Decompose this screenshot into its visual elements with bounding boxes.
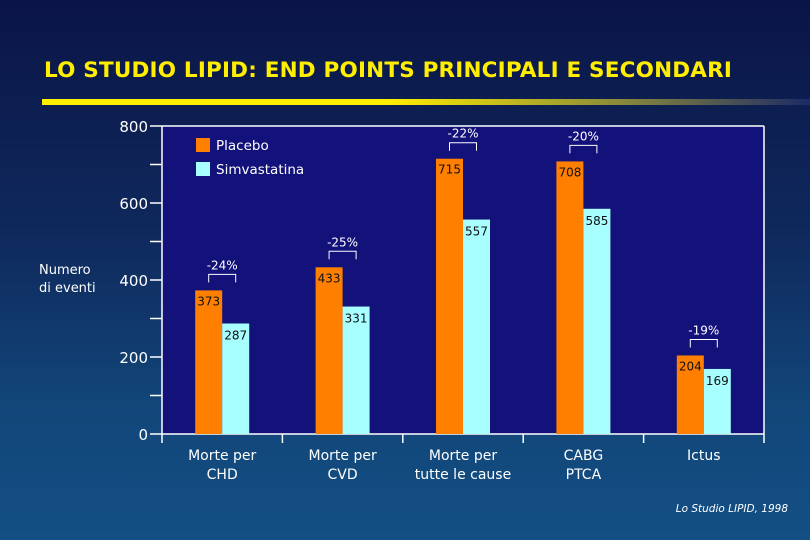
reduction-label: -19% <box>688 323 719 337</box>
data-label-placebo: 433 <box>318 271 341 285</box>
reduction-label: -24% <box>207 258 238 272</box>
x-tick-label: Morte per <box>429 448 497 464</box>
y-tick-label: 200 <box>119 349 148 367</box>
reduction-bracket <box>449 142 477 151</box>
x-tick-label: CABG <box>564 448 604 464</box>
bar-placebo <box>436 158 463 434</box>
y-tick-label: 0 <box>138 426 148 444</box>
x-tick-label: Ictus <box>687 448 720 464</box>
x-tick-label: CVD <box>328 467 358 483</box>
y-axis-label-line: di eventi <box>39 281 96 296</box>
data-label-placebo: 715 <box>438 163 461 177</box>
bar-placebo <box>556 161 584 435</box>
legend-label: Placebo <box>216 138 269 154</box>
bar-simvastatina <box>463 219 490 434</box>
reduction-bracket <box>328 250 357 260</box>
bar-placebo <box>315 267 343 434</box>
bar-simvastatina <box>342 306 370 434</box>
reduction-label: -25% <box>327 235 358 249</box>
y-tick-label: 400 <box>119 272 148 290</box>
data-label-simvastatina: 331 <box>345 312 368 326</box>
y-axis-label: Numero di eventi <box>39 262 129 298</box>
x-tick-label: tutte le cause <box>415 467 511 483</box>
reduction-bracket <box>569 144 598 154</box>
title-underline <box>42 99 810 105</box>
legend-swatch <box>196 162 210 176</box>
y-tick-label: 600 <box>119 195 148 213</box>
y-tick-label: 800 <box>119 118 148 136</box>
legend-label: Simvastatina <box>216 162 304 178</box>
x-tick-label: Morte per <box>308 448 376 464</box>
data-label-simvastatina: 287 <box>224 329 247 343</box>
data-label-simvastatina: 169 <box>706 374 729 388</box>
data-label-placebo: 708 <box>558 165 581 179</box>
data-label-simvastatina: 557 <box>465 225 488 239</box>
x-tick-label: CHD <box>207 467 238 483</box>
reduction-bracket <box>689 338 718 348</box>
x-tick-label: PTCA <box>566 467 602 483</box>
bar-placebo <box>676 355 704 434</box>
bar-placebo <box>195 290 223 434</box>
bar-simvastatina <box>222 323 250 434</box>
reduction-label: -22% <box>447 127 478 141</box>
data-label-placebo: 204 <box>679 359 702 373</box>
reduction-label: -20% <box>568 129 599 143</box>
bar-simvastatina <box>703 368 731 434</box>
page-title: LO STUDIO LIPID: END POINTS PRINCIPALI E… <box>44 58 733 83</box>
data-label-placebo: 373 <box>197 294 220 308</box>
x-tick-label: Morte per <box>188 448 256 464</box>
data-label-simvastatina: 585 <box>585 214 608 228</box>
legend-swatch <box>196 138 210 152</box>
y-axis-label-line: Numero <box>39 263 91 278</box>
bar-simvastatina <box>583 208 611 434</box>
source-citation: Lo Studio LIPID, 1998 <box>675 503 788 515</box>
reduction-bracket <box>208 273 237 283</box>
